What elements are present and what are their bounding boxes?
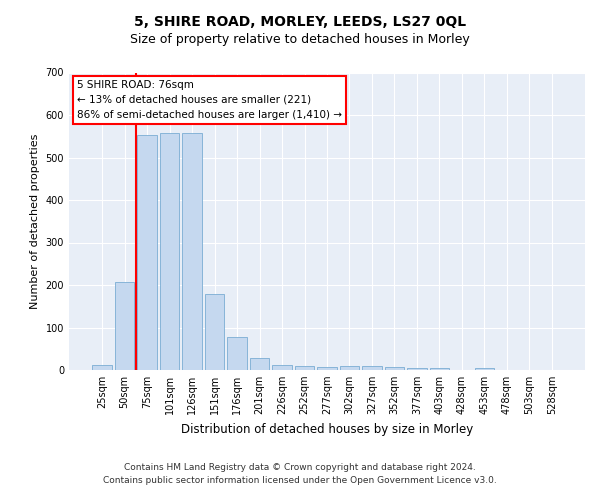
Bar <box>340 366 359 370</box>
Bar <box>92 365 112 370</box>
Text: 5, SHIRE ROAD, MORLEY, LEEDS, LS27 0QL: 5, SHIRE ROAD, MORLEY, LEEDS, LS27 0QL <box>134 15 466 29</box>
Bar <box>430 368 449 370</box>
Bar <box>475 368 494 370</box>
Bar <box>317 367 337 370</box>
Bar <box>385 368 404 370</box>
Bar <box>160 134 179 370</box>
Text: 5 SHIRE ROAD: 76sqm
← 13% of detached houses are smaller (221)
86% of semi-detac: 5 SHIRE ROAD: 76sqm ← 13% of detached ho… <box>77 80 342 120</box>
Text: Size of property relative to detached houses in Morley: Size of property relative to detached ho… <box>130 32 470 46</box>
Bar <box>205 294 224 370</box>
Bar <box>182 134 202 370</box>
Bar <box>272 365 292 370</box>
Bar <box>407 368 427 370</box>
Bar <box>362 366 382 370</box>
Bar <box>295 366 314 370</box>
Bar <box>115 282 134 370</box>
X-axis label: Distribution of detached houses by size in Morley: Distribution of detached houses by size … <box>181 422 473 436</box>
Y-axis label: Number of detached properties: Number of detached properties <box>30 134 40 309</box>
Text: Contains HM Land Registry data © Crown copyright and database right 2024.: Contains HM Land Registry data © Crown c… <box>124 464 476 472</box>
Bar <box>227 338 247 370</box>
Bar <box>250 358 269 370</box>
Bar <box>137 135 157 370</box>
Text: Contains public sector information licensed under the Open Government Licence v3: Contains public sector information licen… <box>103 476 497 485</box>
